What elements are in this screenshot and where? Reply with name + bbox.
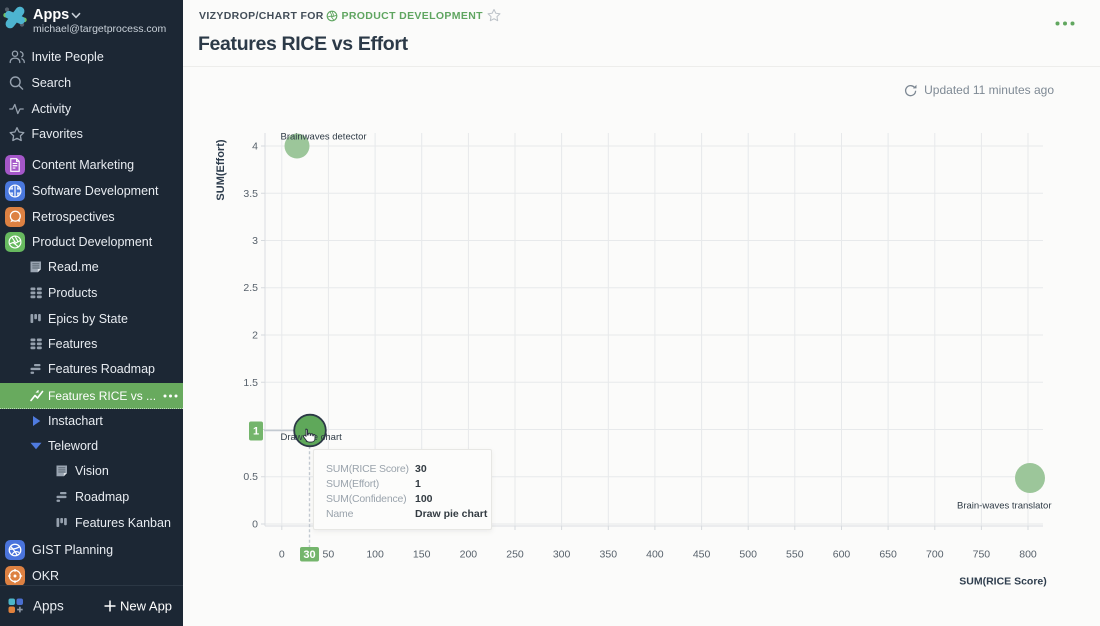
- svg-text:2: 2: [252, 330, 258, 342]
- svg-text:500: 500: [739, 549, 757, 561]
- svg-text:250: 250: [506, 549, 524, 561]
- svg-text:4: 4: [252, 141, 258, 153]
- svg-text:0.5: 0.5: [243, 471, 258, 483]
- svg-text:400: 400: [646, 549, 664, 561]
- svg-text:350: 350: [600, 549, 618, 561]
- svg-text:30: 30: [303, 549, 315, 561]
- svg-text:SUM(RICE Score): SUM(RICE Score): [959, 576, 1047, 588]
- svg-text:50: 50: [323, 549, 335, 561]
- svg-text:0: 0: [279, 549, 285, 561]
- svg-text:SUM(Effort): SUM(Effort): [215, 139, 227, 200]
- svg-text:600: 600: [833, 549, 851, 561]
- svg-text:1.5: 1.5: [243, 377, 258, 389]
- svg-text:100: 100: [366, 549, 384, 561]
- svg-text:650: 650: [879, 549, 897, 561]
- svg-text:300: 300: [553, 549, 571, 561]
- svg-text:800: 800: [1019, 549, 1037, 561]
- svg-text:3.5: 3.5: [243, 188, 258, 200]
- svg-text:Brainwaves detector: Brainwaves detector: [281, 132, 367, 143]
- svg-text:Brain-waves translator: Brain-waves translator: [957, 501, 1052, 512]
- svg-text:450: 450: [693, 549, 711, 561]
- svg-text:2.5: 2.5: [243, 282, 258, 294]
- svg-text:3: 3: [252, 235, 258, 247]
- svg-text:550: 550: [786, 549, 804, 561]
- svg-text:0: 0: [252, 519, 258, 531]
- svg-text:750: 750: [973, 549, 991, 561]
- svg-text:700: 700: [926, 549, 944, 561]
- svg-text:1: 1: [253, 426, 259, 438]
- svg-text:200: 200: [460, 549, 478, 561]
- svg-text:150: 150: [413, 549, 431, 561]
